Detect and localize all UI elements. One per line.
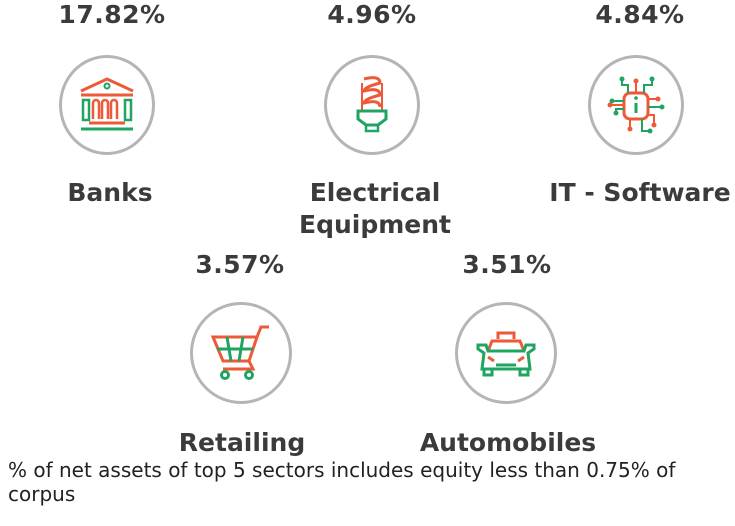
- electrical-equipment-label: Electrical Equipment: [299, 178, 451, 239]
- banks-icon-circle: [59, 55, 155, 155]
- footnote: % of net assets of top 5 sectors include…: [8, 458, 676, 506]
- banks-percent: 17.82%: [58, 0, 166, 29]
- banks-label: Banks: [67, 178, 153, 207]
- retailing-icon-circle: [190, 302, 292, 404]
- automobiles-label: Automobiles: [419, 428, 597, 457]
- shopping-cart-icon: [210, 325, 269, 380]
- electrical-equipment-icon-circle: [324, 55, 420, 155]
- light-bulb-icon: [356, 76, 388, 133]
- retailing-label: Retailing: [178, 428, 306, 457]
- it-software-percent: 4.84%: [595, 0, 685, 29]
- it-software-icon-circle: [588, 55, 684, 155]
- automobiles-percent: 3.51%: [462, 250, 552, 279]
- it-software-label: IT - Software: [549, 178, 731, 207]
- car-icon: [476, 331, 536, 377]
- automobiles-icon-circle: [455, 302, 557, 404]
- chip-icon: [607, 76, 665, 134]
- electrical-equipment-percent: 4.96%: [327, 0, 417, 29]
- retailing-percent: 3.57%: [195, 250, 285, 279]
- bank-icon: [80, 77, 134, 131]
